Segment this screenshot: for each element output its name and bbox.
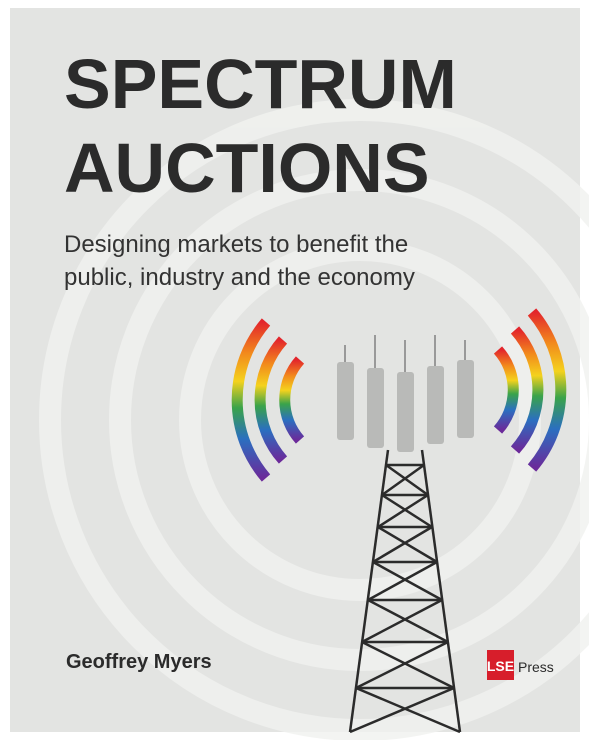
publisher-logo-box (487, 650, 514, 680)
publisher-logo: LSE (487, 658, 514, 674)
subtitle-line: public, industry and the economy (64, 264, 415, 291)
antennas (337, 335, 474, 452)
title-line: SPECTRUM (64, 45, 457, 123)
signal-waves-left (231, 318, 305, 482)
signal-waves-right (493, 308, 567, 472)
subtitle-line: Designing markets to benefit the (64, 231, 408, 258)
author: Geoffrey Myers (66, 651, 212, 673)
title-line: AUCTIONS (64, 129, 430, 207)
publisher-name: Press (518, 659, 554, 675)
tower (348, 449, 462, 734)
